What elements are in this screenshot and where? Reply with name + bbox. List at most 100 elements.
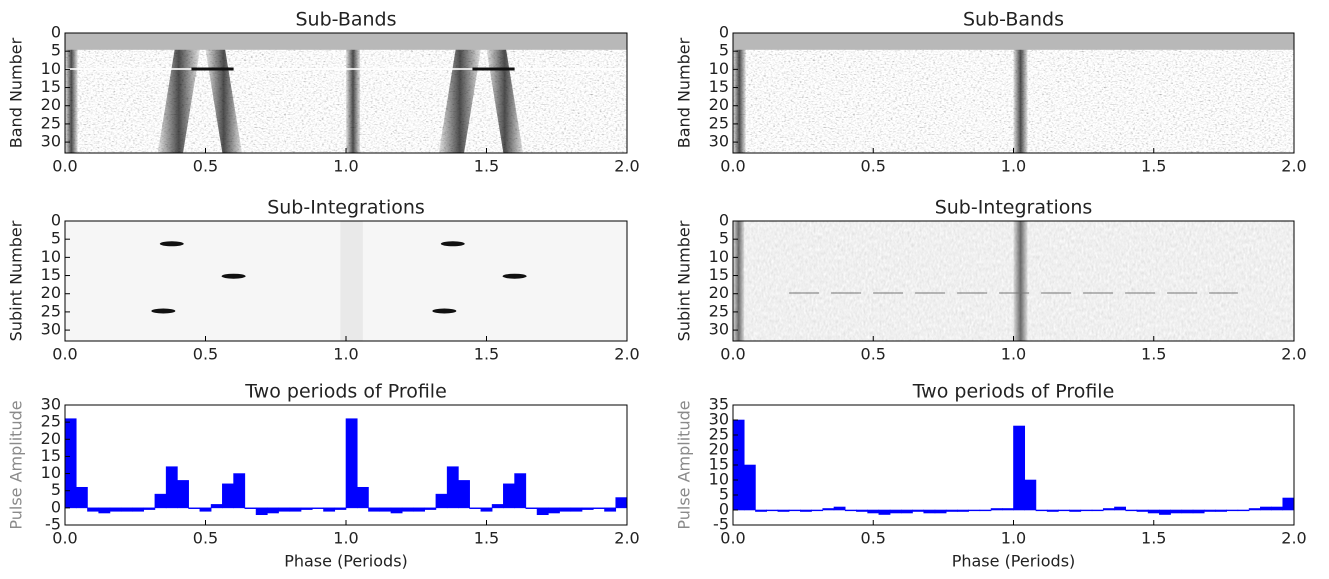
bar (889, 509, 902, 514)
bar (957, 509, 969, 512)
bar (777, 509, 790, 512)
heatmap-stripe (438, 49, 481, 153)
bar (900, 509, 913, 514)
y-tick-label: 5 (719, 485, 729, 504)
y-tick-label: 15 (41, 77, 61, 96)
y-tick-label: 35 (709, 395, 729, 414)
x-tick-label: 1.5 (474, 345, 499, 364)
heatmap-spot (502, 273, 527, 279)
heatmap-spot (151, 308, 176, 314)
heatmap-spot (159, 241, 184, 247)
x-tick-label: 0.0 (52, 529, 77, 548)
heatmap-bg (65, 221, 627, 341)
y-tick-label: 5 (51, 41, 61, 60)
bar (401, 507, 414, 512)
bar (615, 497, 627, 509)
bar (480, 507, 493, 512)
bar (233, 473, 246, 509)
x-tick-label: 1.0 (333, 157, 358, 176)
chart-title: Two periods of Profile (912, 381, 1115, 403)
bar (390, 507, 403, 514)
y-tick-label: 20 (41, 283, 61, 302)
heatmap-stripe (1013, 49, 1028, 153)
bar (1248, 508, 1261, 511)
chart-title: Sub-Bands (295, 9, 396, 31)
y-tick-label: 10 (41, 463, 61, 482)
chart-title: Sub-Integrations (935, 197, 1093, 219)
bar (1024, 479, 1037, 511)
x-tick-label: 0.0 (720, 157, 745, 176)
y-tick-label: 15 (709, 77, 729, 96)
bar (822, 508, 835, 511)
y-tick-label: 0 (719, 500, 729, 519)
bar (300, 507, 313, 510)
bar (469, 507, 482, 509)
x-tick-label: 0.5 (861, 157, 886, 176)
bar (222, 483, 234, 509)
bar (833, 506, 846, 511)
y-tick-label: 5 (719, 41, 729, 60)
bar (604, 507, 617, 512)
bar (755, 509, 767, 512)
x-tick-label: 0.5 (193, 345, 218, 364)
bar (1001, 508, 1014, 511)
heatmap-stripe (1013, 221, 1028, 341)
bar (570, 507, 583, 512)
bar (766, 509, 779, 512)
y-tick-label: 10 (41, 247, 61, 266)
bar (1192, 509, 1205, 514)
x-tick-label: 0.0 (720, 345, 745, 364)
y-tick-label: 20 (41, 429, 61, 448)
bar (1136, 509, 1149, 512)
x-tick-label: 1.5 (1141, 157, 1166, 176)
chart-title: Two periods of Profile (244, 381, 447, 403)
chart-title: Sub-Integrations (267, 197, 425, 219)
bar (65, 418, 77, 509)
x-tick-label: 0.5 (861, 345, 886, 364)
y-axis-label: Pulse Amplitude (675, 400, 694, 529)
bar (1125, 509, 1138, 512)
heatmap-stripe (733, 49, 746, 153)
y-tick-label: 0 (719, 23, 729, 42)
bar (1147, 509, 1160, 514)
heatmap-stripe (733, 221, 745, 341)
x-tick-label: 1.5 (1141, 529, 1166, 548)
bar (424, 507, 437, 510)
bar (334, 507, 347, 510)
heatmap-stripe (205, 49, 243, 153)
bar (1170, 509, 1183, 514)
y-tick-label: -5 (45, 515, 61, 534)
x-tick-label: 0.0 (720, 529, 745, 548)
bar (788, 509, 801, 512)
x-axis-label: Phase (Periods) (284, 552, 408, 571)
x-tick-label: 1.0 (1001, 157, 1026, 176)
x-tick-label: 0.5 (193, 157, 218, 176)
heatmap-image (733, 33, 1294, 153)
heatmap-stripe (486, 49, 524, 153)
bar (109, 507, 122, 512)
heatmap-spot (432, 308, 457, 314)
y-tick-label: 30 (41, 132, 61, 151)
bar (1046, 509, 1059, 512)
y-tick-label: 10 (709, 470, 729, 489)
y-tick-label: 30 (709, 320, 729, 339)
bar (177, 480, 189, 509)
bar (1215, 509, 1227, 512)
bar (990, 508, 1003, 511)
y-tick-label: 10 (709, 59, 729, 78)
bar (323, 507, 336, 512)
bar (199, 507, 212, 512)
bar (278, 507, 291, 512)
bar (945, 509, 958, 512)
y-tick-label: 30 (709, 132, 729, 151)
y-tick-label: 20 (709, 440, 729, 459)
x-tick-label: 1.5 (1141, 345, 1166, 364)
y-tick-label: 20 (41, 95, 61, 114)
x-tick-label: 2.0 (1281, 157, 1306, 176)
bar (289, 507, 302, 512)
y-tick-label: 0 (51, 211, 61, 230)
y-tick-label: 30 (41, 320, 61, 339)
x-tick-label: 1.0 (1001, 345, 1026, 364)
